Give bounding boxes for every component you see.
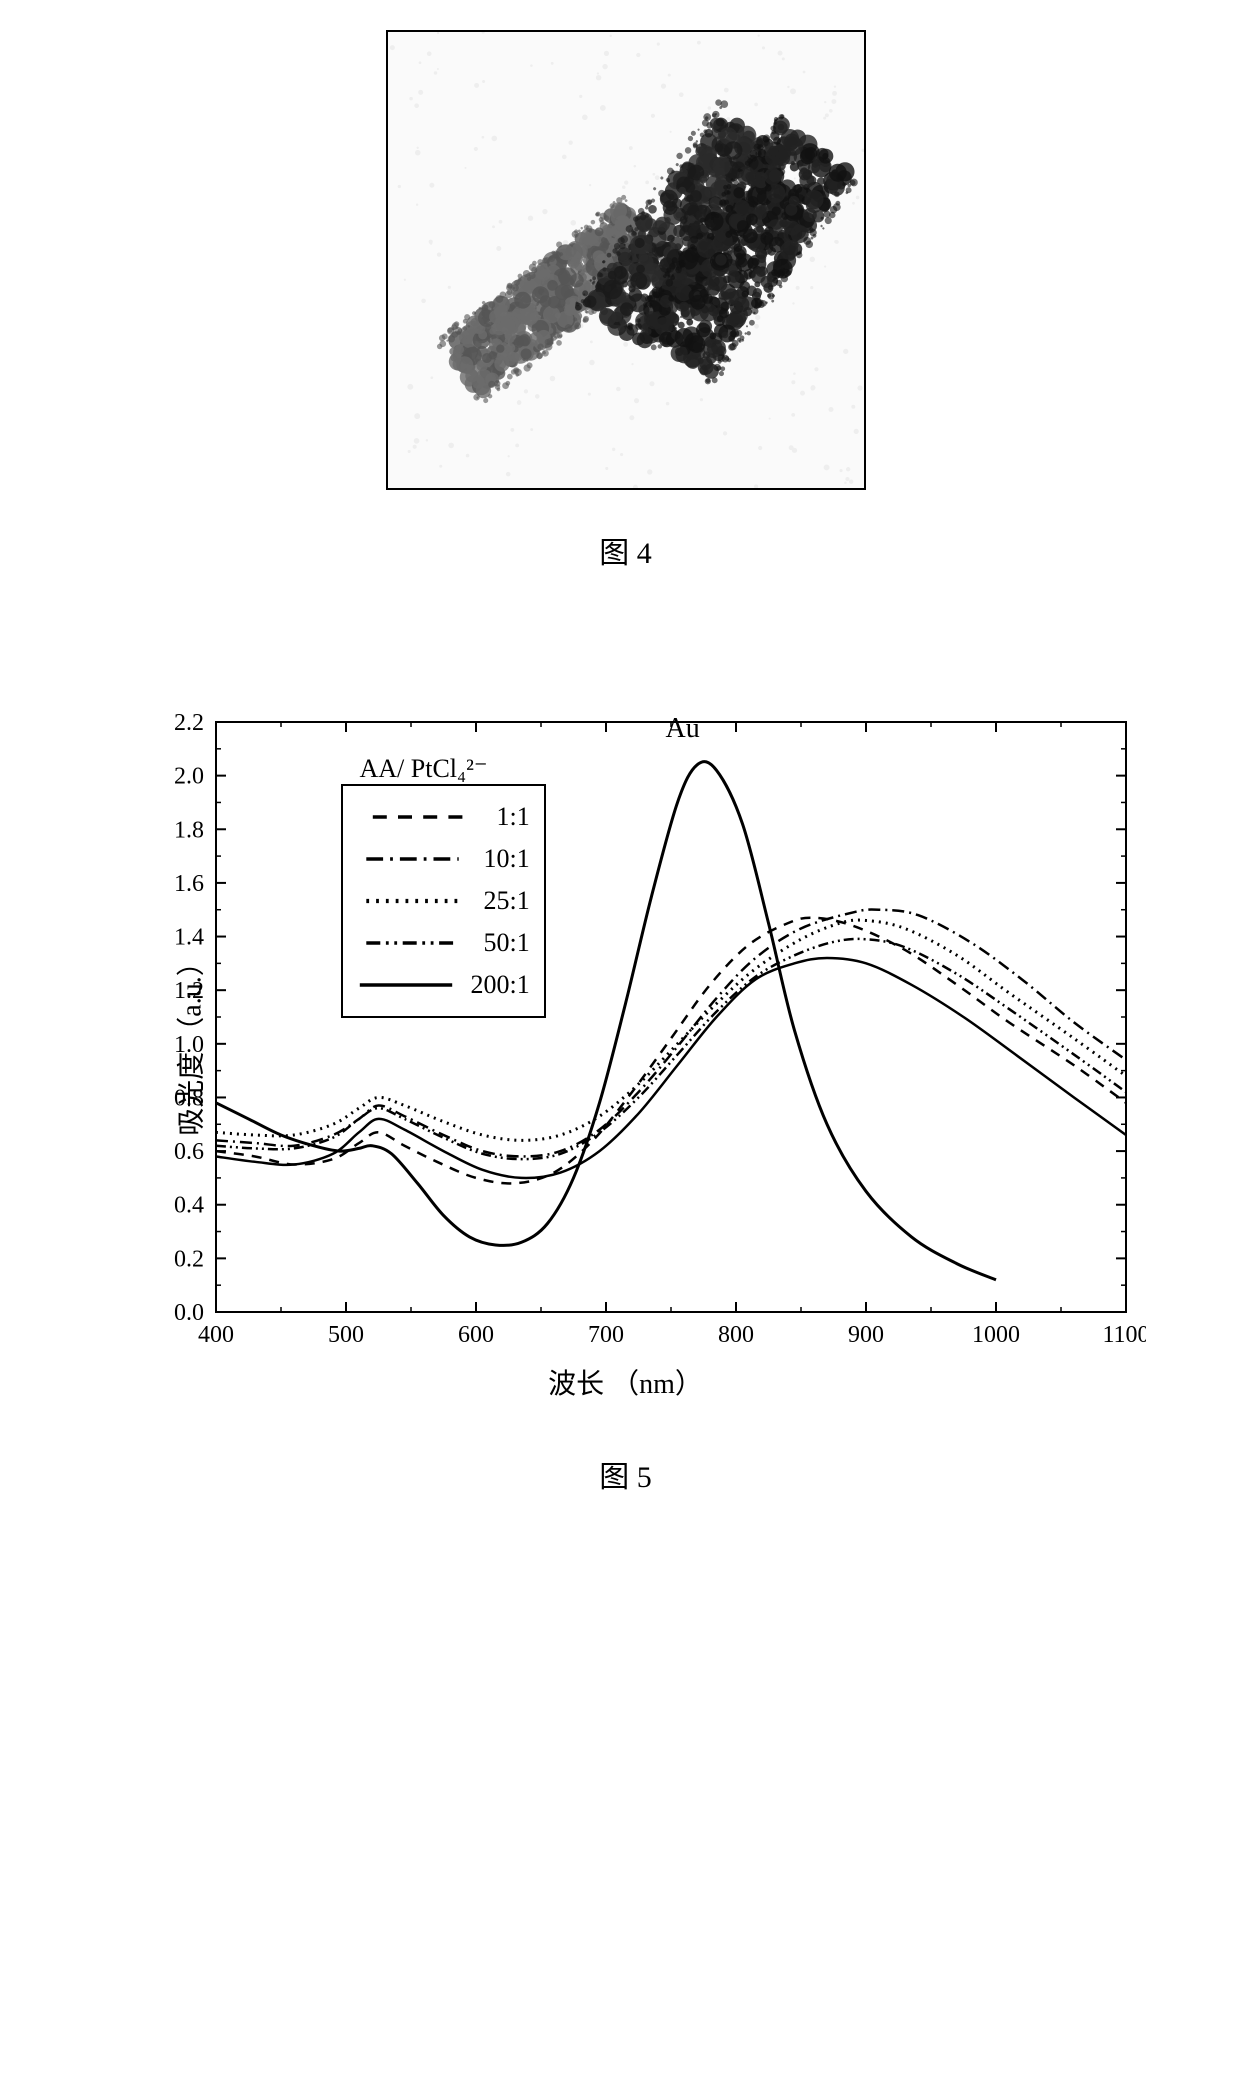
svg-text:1100: 1100 [1102,1322,1146,1348]
legend-label: 25:1 [484,886,530,916]
micrograph-image [388,32,864,488]
legend-row: 25:1 [357,880,530,922]
chart-canvas: 400500600700800900100011000.00.20.40.60.… [106,692,1146,1392]
svg-text:800: 800 [718,1322,754,1348]
svg-text:1.6: 1.6 [174,871,204,897]
xlabel-unit: （nm） [611,1369,703,1400]
legend-row: 200:1 [357,964,530,1006]
legend-label: 200:1 [471,970,530,1000]
legend-row: 50:1 [357,922,530,964]
svg-text:1.4: 1.4 [174,925,204,951]
svg-text:0.6: 0.6 [174,1139,204,1165]
legend-row: 1:1 [357,796,530,838]
figure-5-caption: 图 5 [599,1452,652,1496]
ylabel-unit: （a.u.） [176,948,207,1044]
y-axis-label: 吸光度 （a.u.） [169,948,209,1135]
svg-text:1000: 1000 [972,1322,1020,1348]
svg-text:500: 500 [328,1322,364,1348]
figure-4: 图 4 [0,30,1251,572]
legend-title: AA/ PtCl₄²⁻ [356,754,492,784]
ylabel-cn: 吸光度 [176,1052,207,1136]
micrograph-frame [386,30,866,490]
legend-row: 10:1 [357,838,530,880]
figure-5: 400500600700800900100011000.00.20.40.60.… [0,692,1251,1496]
legend-label: 50:1 [484,928,530,958]
xlabel-cn: 波长 [548,1369,604,1400]
au-annotation: Au [666,713,700,745]
svg-text:0.4: 0.4 [174,1193,204,1219]
legend-label: 10:1 [484,844,530,874]
svg-text:700: 700 [588,1322,624,1348]
svg-text:900: 900 [848,1322,884,1348]
svg-text:2.0: 2.0 [174,764,204,790]
svg-text:0.0: 0.0 [174,1300,204,1326]
svg-text:1.8: 1.8 [174,817,204,843]
x-axis-label: 波长 （nm） [548,1362,703,1402]
svg-text:600: 600 [458,1322,494,1348]
figure-4-caption: 图 4 [599,528,652,572]
legend-label: 1:1 [497,802,530,832]
legend: 1:1 10:1 25:1 50:1 200:1 [341,784,546,1018]
svg-text:2.2: 2.2 [174,710,204,736]
svg-text:0.2: 0.2 [174,1246,204,1272]
spectrum-chart: 400500600700800900100011000.00.20.40.60.… [106,692,1146,1392]
